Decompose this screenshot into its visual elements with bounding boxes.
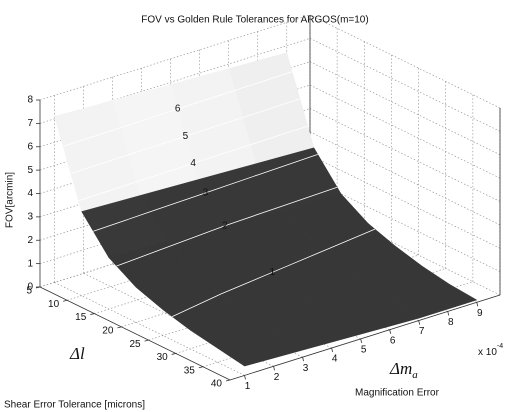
y-symbol-main: Δm [389, 359, 412, 378]
x-tick-label: 5 [26, 286, 32, 297]
contour-label: 5 [183, 131, 189, 142]
y-tick [447, 311, 450, 316]
contour-line [171, 228, 376, 317]
x-tick-label: 40 [211, 379, 223, 390]
y-multiplier-exponent: -4 [497, 343, 503, 350]
axis-line [229, 294, 501, 381]
contour-label: 4 [190, 158, 196, 169]
z-tick-label: 2 [27, 235, 33, 246]
contour-line [116, 186, 338, 267]
y-tick [476, 302, 479, 307]
z-tick-label: 5 [27, 165, 33, 176]
y-multiplier: x 10-4 [478, 343, 503, 358]
y-tick [360, 338, 363, 343]
z-tick-label: 7 [27, 118, 33, 129]
x-tick-label: 15 [75, 312, 87, 323]
x-tick-label: 10 [48, 299, 60, 310]
z-tick-label: 0 [27, 282, 33, 293]
grid-line [309, 84, 501, 179]
y-tick-label: 1 [245, 381, 251, 392]
z-tick-label: 4 [27, 188, 33, 199]
y-tick [244, 375, 246, 380]
y-tick [331, 347, 334, 353]
x-tick [144, 339, 149, 342]
z-tick-label: 1 [27, 258, 33, 269]
z-tick-label: 8 [27, 95, 33, 106]
grid-line [309, 38, 501, 132]
y-symbol-subscript: a [412, 369, 418, 381]
contour-label: 2 [222, 220, 228, 231]
surface-patch [216, 331, 304, 367]
axis-line [39, 286, 231, 381]
x-tick [90, 313, 95, 315]
y-tick-label: 8 [448, 317, 454, 328]
x-tick-label: 25 [129, 339, 141, 350]
y-multiplier-base: x 10 [478, 347, 497, 358]
y-tick-label: 4 [332, 354, 338, 365]
x-tick-label: 30 [157, 352, 169, 363]
grid-line [309, 14, 501, 109]
x-tick [198, 366, 203, 369]
x-axis-label: Shear Error Tolerance [microns] [4, 400, 145, 411]
grid-line [309, 154, 501, 249]
x-tick [225, 379, 231, 382]
contour-line [62, 71, 293, 147]
x-tick [63, 299, 68, 302]
grid-line [309, 108, 501, 202]
y-symbol: Δma [389, 359, 418, 381]
contour-label: 3 [203, 187, 209, 198]
y-tick [302, 357, 304, 362]
y-tick-label: 3 [303, 363, 309, 374]
chart-title: FOV vs Golden Rule Tolerances for ARGOS(… [141, 15, 368, 26]
y-tick [273, 366, 275, 371]
x-tick [171, 353, 176, 355]
grid-line [39, 38, 311, 124]
grid-line [39, 14, 311, 101]
y-tick-label: 5 [361, 345, 367, 356]
x-tick-label: 20 [102, 325, 114, 336]
y-tick [418, 320, 421, 325]
grid-line [309, 131, 501, 226]
contour-line [93, 153, 318, 232]
x-tick-label: 35 [184, 365, 196, 376]
z-tick-label: 3 [27, 212, 33, 223]
z-tick-label: 6 [27, 141, 33, 152]
grid-line [54, 282, 245, 376]
y-tick-label: 6 [390, 335, 396, 346]
y-axis-label: Magnification Error [355, 388, 440, 399]
y-tick-label: 2 [274, 372, 280, 383]
x-tick [35, 286, 41, 289]
y-tick-label: 9 [477, 308, 483, 319]
contour-label: 6 [175, 104, 181, 115]
x-tick [117, 326, 122, 329]
contour-line [78, 125, 308, 202]
contour-label: 1 [270, 267, 276, 278]
y-tick-label: 7 [419, 326, 425, 337]
x-symbol: Δl [69, 344, 85, 363]
z-axis-label: FOV[arcmin] [5, 172, 16, 228]
grid-line [309, 61, 501, 156]
y-tick [389, 329, 392, 334]
contour-line [70, 98, 301, 174]
